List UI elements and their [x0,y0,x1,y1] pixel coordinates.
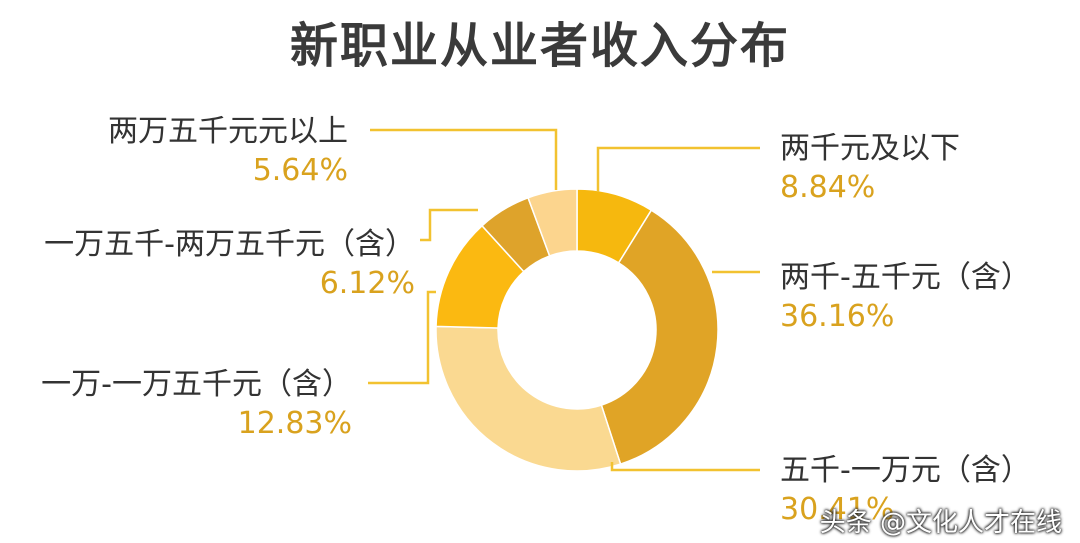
slice-pct-5: 5.64% [252,153,348,188]
leader-line-4 [420,208,478,242]
leader-line-5 [370,128,558,190]
slice-name-5: 两万五千元元以上 [108,114,348,149]
slice-pct-1: 36.16% [780,299,895,334]
slice-name-0: 两千元及以下 [780,131,960,166]
slice-name-2: 五千-一万元（含） [780,453,1031,488]
chart-title: 新职业从业者收入分布 [289,18,790,74]
donut-slice-5 [527,188,578,257]
slice-pct-4: 6.12% [319,266,415,301]
slice-label-5: 两万五千元元以上 5.64% [108,113,348,191]
slice-pct-0: 8.84% [780,170,876,205]
donut-slice-2 [435,325,622,472]
leader-line-2 [610,462,760,472]
slice-name-3: 一万-一万五千元（含） [41,367,352,402]
donut-slice-1 [600,209,719,466]
slice-pct-3: 12.83% [237,406,352,441]
slice-name-4: 一万五千-两万五千元（含） [44,227,415,262]
slice-label-2: 五千-一万元（含） 30.41% [780,452,1031,530]
slice-pct-2: 30.41% [780,492,895,527]
slice-label-1: 两千-五千元（含） 36.16% [780,259,1031,337]
watermark: 头条 @文化人才在线 [819,508,1062,538]
slice-label-3: 一万-一万五千元（含） 12.83% [41,366,352,444]
slice-label-0: 两千元及以下 8.84% [780,130,960,208]
leader-line-0 [596,146,760,192]
slice-name-1: 两千-五千元（含） [780,260,1031,295]
leader-line-3 [368,290,436,385]
slice-label-4: 一万五千-两万五千元（含） 6.12% [44,226,415,304]
